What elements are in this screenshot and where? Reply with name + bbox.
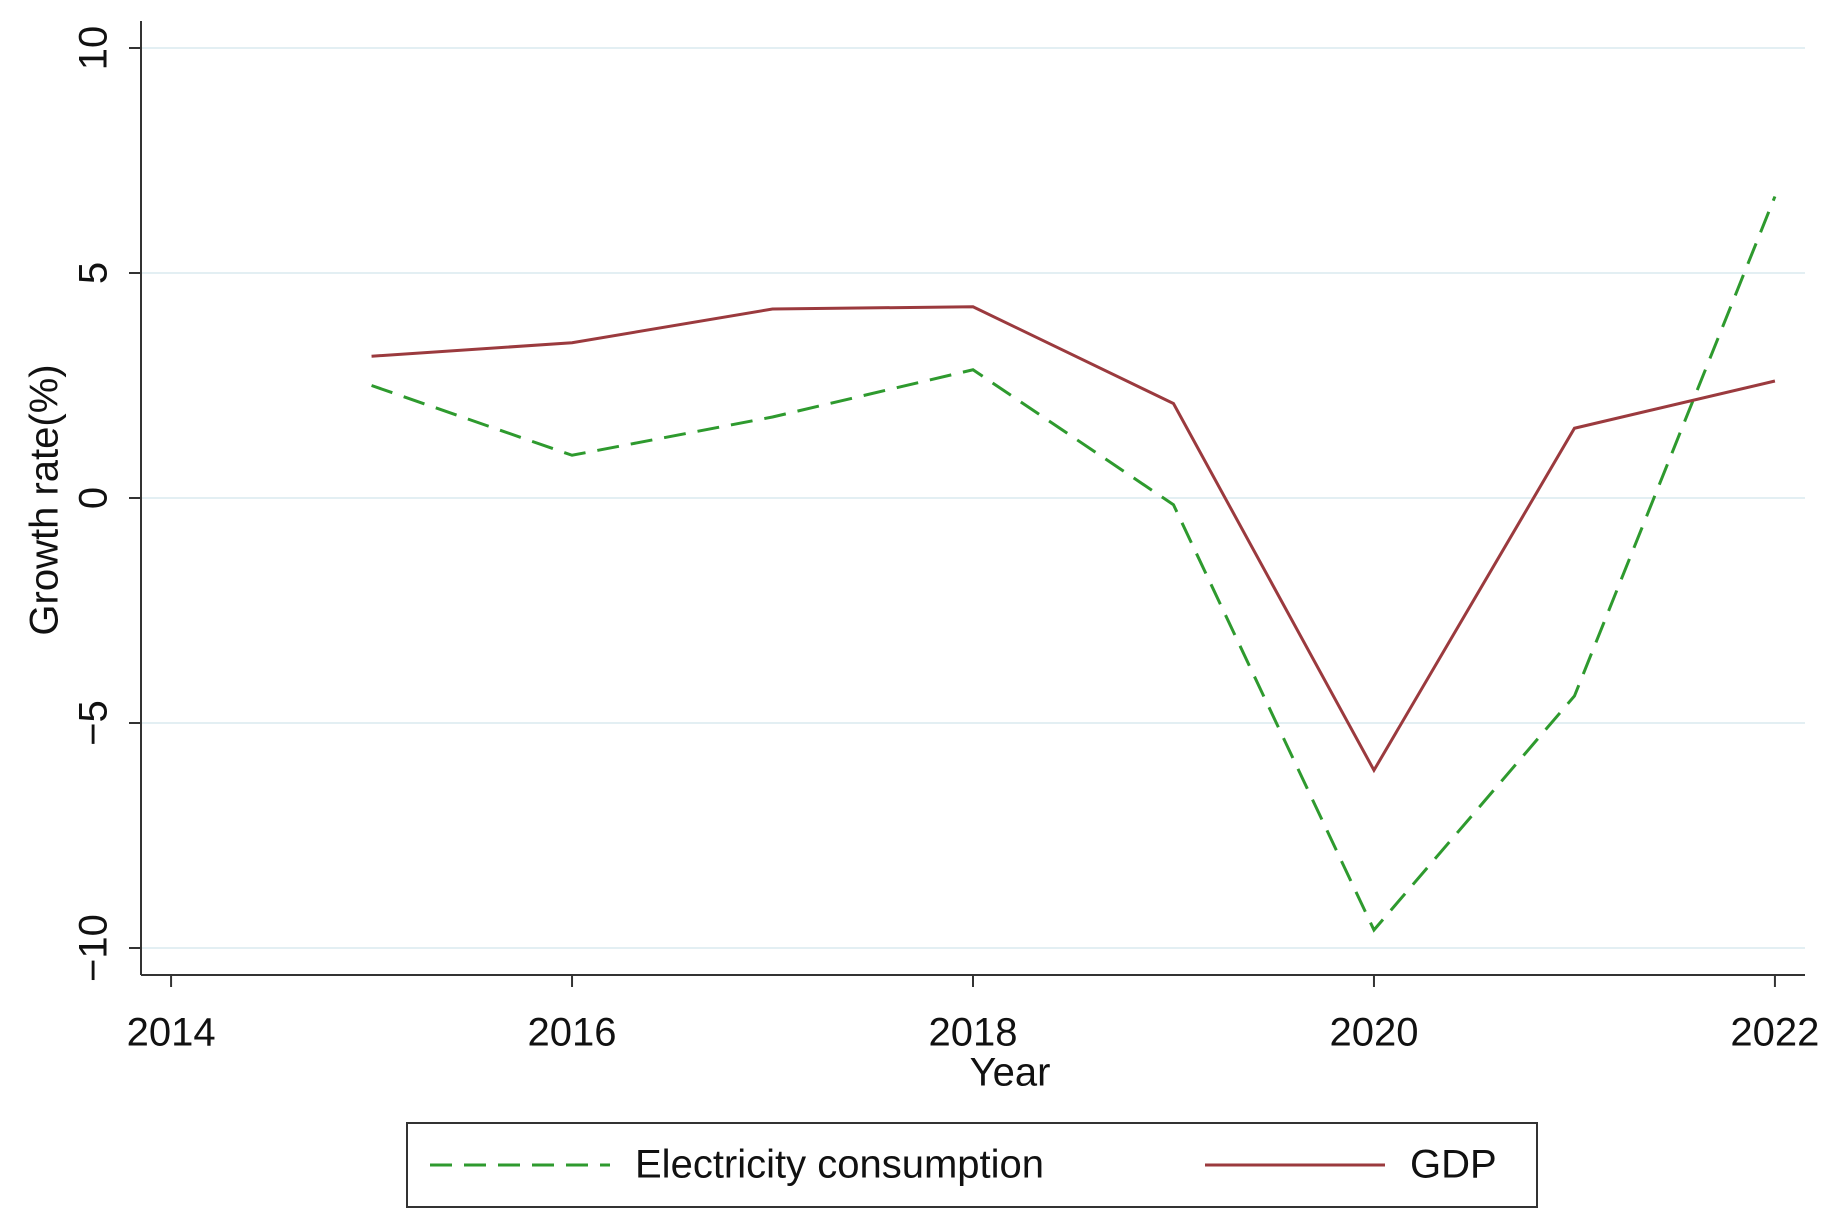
x-tick-label: 2018 [929, 1011, 1018, 1055]
legend-label: Electricity consumption [635, 1143, 1044, 1187]
y-axis-label: Growth rate(%) [23, 364, 67, 635]
y-tick-label: −10 [72, 914, 116, 982]
x-axis-label: Year [970, 1051, 1051, 1095]
legend-label: GDP [1410, 1143, 1497, 1187]
x-tick-label: 2020 [1329, 1011, 1418, 1055]
y-tick-label: −5 [72, 700, 116, 746]
y-tick-label: 0 [72, 487, 116, 509]
y-tick-label: 5 [72, 262, 116, 284]
x-tick-label: 2022 [1730, 1011, 1819, 1055]
line-series [371, 305, 1776, 774]
line-series [371, 195, 1777, 933]
x-tick-label: 2014 [127, 1011, 216, 1055]
legend-box [406, 1122, 1538, 1208]
x-tick-label: 2016 [528, 1011, 617, 1055]
y-tick-label: 10 [72, 26, 116, 71]
